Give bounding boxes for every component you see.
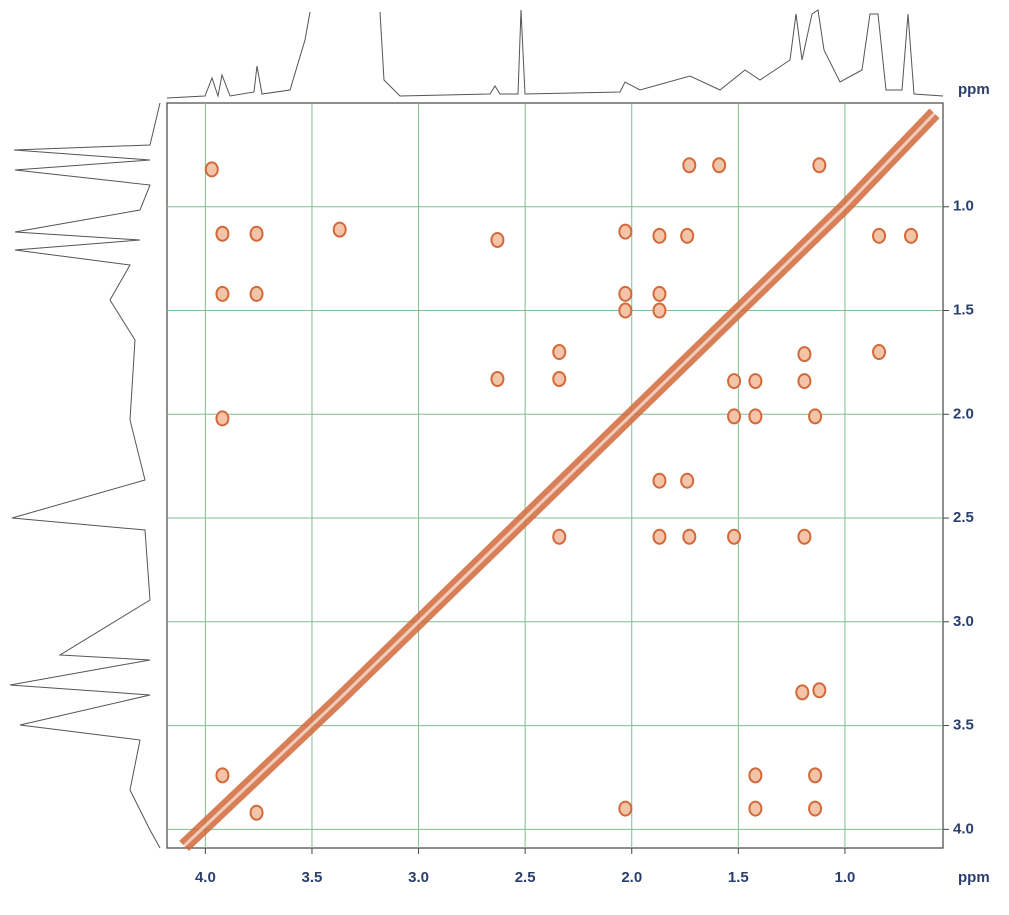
diagonal	[179, 108, 940, 852]
cross-peak	[618, 302, 633, 319]
cross-peak	[872, 344, 887, 361]
x-tick-label: 4.0	[195, 869, 216, 886]
cross-peak	[652, 285, 667, 302]
cross-peak	[727, 408, 742, 425]
x-axis-label: ppm	[958, 869, 990, 886]
cross-peak	[682, 157, 697, 174]
cross-peak	[249, 225, 264, 242]
y-tick-label: 3.5	[953, 717, 974, 734]
x-tick-label: 1.5	[728, 869, 749, 886]
cross-peak	[795, 684, 810, 701]
cross-peak	[680, 227, 695, 244]
cross-peak	[652, 528, 667, 545]
cross-peak	[808, 767, 823, 784]
cross-peak	[727, 373, 742, 390]
cross-peak	[797, 346, 812, 363]
cross-peak	[712, 157, 727, 174]
cross-peak	[332, 221, 347, 238]
cross-peak	[490, 231, 505, 248]
cross-peak	[748, 408, 763, 425]
cross-peak	[618, 800, 633, 817]
cross-peak	[680, 472, 695, 489]
cross-peak	[808, 408, 823, 425]
cross-peak	[748, 800, 763, 817]
cross-peak	[652, 227, 667, 244]
plot-frame	[166, 102, 944, 849]
cross-peak	[872, 227, 887, 244]
cross-peak	[797, 373, 812, 390]
y-tick-label: 2.5	[953, 509, 974, 526]
x-tick-label: 3.5	[302, 869, 323, 886]
cross-peak	[618, 223, 633, 240]
x-tick-label: 3.0	[408, 869, 429, 886]
y-axis-label: ppm	[958, 81, 990, 98]
cross-peak	[808, 800, 823, 817]
cross-peak	[748, 767, 763, 784]
cross-peak	[797, 528, 812, 545]
left-projection	[9, 102, 161, 849]
cross-peak	[249, 804, 264, 821]
x-tick-label: 2.0	[621, 869, 642, 886]
cross-peak	[215, 767, 230, 784]
cross-peak	[652, 472, 667, 489]
cross-peak	[215, 410, 230, 427]
cross-peak	[552, 344, 567, 361]
y-tick-label: 2.0	[953, 405, 974, 422]
top-projection	[166, 9, 944, 99]
cross-peak	[215, 285, 230, 302]
y-tick-label: 1.0	[953, 198, 974, 215]
y-tick-label: 1.5	[953, 301, 974, 318]
cross-peak	[204, 161, 219, 178]
diagonal-core	[183, 112, 936, 848]
x-tick-label: 1.0	[835, 869, 856, 886]
cross-peak	[727, 528, 742, 545]
cross-peak	[682, 528, 697, 545]
cross-peak	[215, 225, 230, 242]
y-tick-label: 4.0	[953, 820, 974, 837]
cross-peak	[812, 157, 827, 174]
cross-peak	[904, 227, 919, 244]
cross-peak	[652, 302, 667, 319]
x-tick-label: 2.5	[515, 869, 536, 886]
cross-peak	[249, 285, 264, 302]
cross-peak	[490, 371, 505, 388]
cross-peak	[748, 373, 763, 390]
cross-peak	[552, 371, 567, 388]
cross-peak	[812, 682, 827, 699]
cross-peak	[552, 528, 567, 545]
cross-peak	[618, 285, 633, 302]
y-tick-label: 3.0	[953, 613, 974, 630]
